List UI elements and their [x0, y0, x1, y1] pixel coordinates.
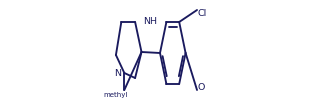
Text: N: N [114, 70, 121, 79]
Text: NH: NH [143, 18, 157, 27]
Text: O: O [198, 82, 205, 91]
Text: Cl: Cl [198, 8, 207, 18]
Text: methyl: methyl [103, 92, 128, 98]
